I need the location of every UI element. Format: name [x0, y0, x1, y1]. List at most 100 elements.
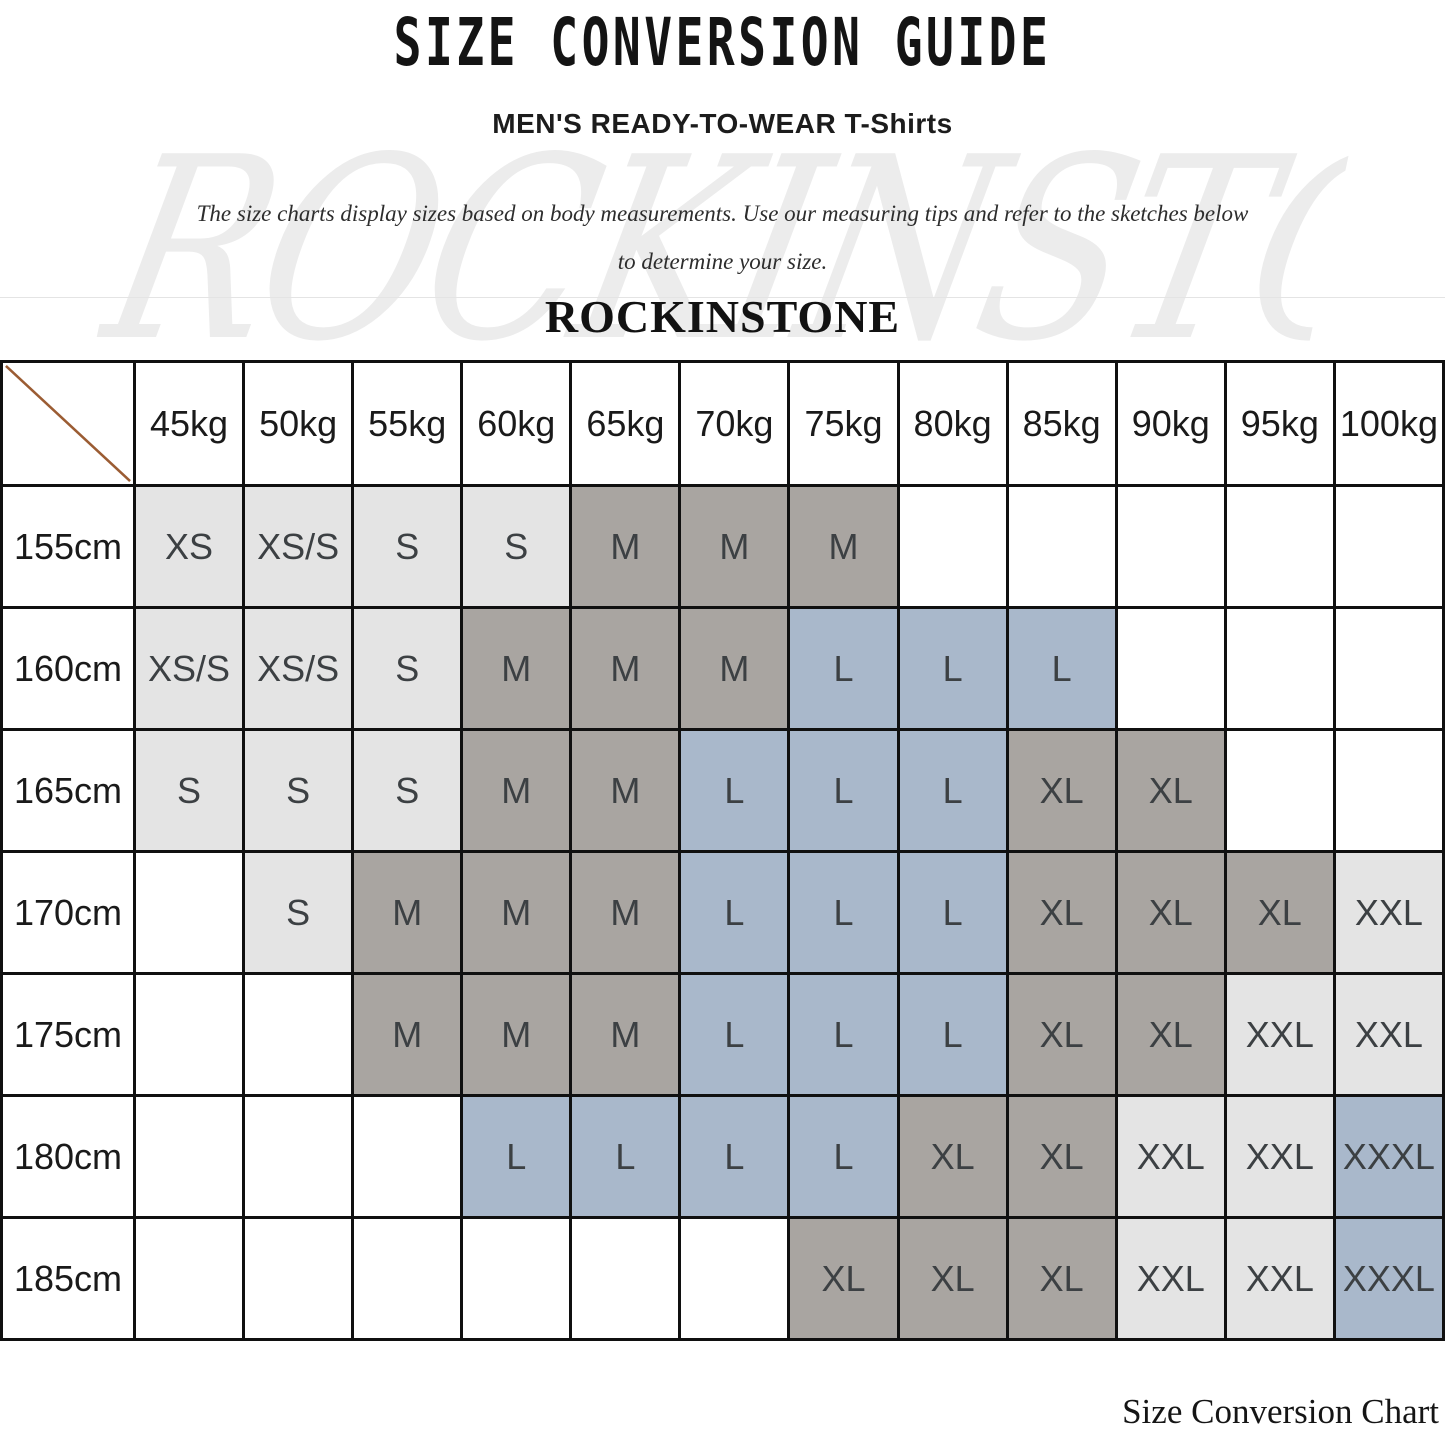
size-cell: XL — [1223, 850, 1336, 975]
size-cell: XXL — [1223, 1216, 1336, 1341]
size-cell: M — [460, 850, 573, 975]
size-cell: XL — [1005, 972, 1118, 1097]
height-header: 180cm — [0, 1094, 136, 1219]
size-cell: L — [1005, 606, 1118, 731]
size-cell: L — [678, 972, 791, 1097]
size-cell: L — [678, 850, 791, 975]
empty-cell — [1332, 484, 1445, 609]
table-row: 175cm M M M L L L XL XL XXL XXL — [0, 972, 1445, 1097]
corner-cell — [0, 360, 136, 487]
size-cell: M — [460, 728, 573, 853]
size-cell: M — [569, 728, 682, 853]
size-cell: S — [460, 484, 573, 609]
size-cell: XXL — [1114, 1094, 1227, 1219]
empty-cell — [896, 484, 1009, 609]
table-row: 180cm L L L L XL XL XXL XXL XXXL — [0, 1094, 1445, 1219]
size-cell: L — [678, 728, 791, 853]
size-cell: M — [351, 972, 464, 1097]
size-cell: XS/S — [242, 606, 355, 731]
weight-header: 70kg — [678, 360, 791, 487]
size-cell: S — [351, 728, 464, 853]
size-cell: XL — [1114, 728, 1227, 853]
size-cell: S — [242, 850, 355, 975]
size-cell: XL — [1005, 1216, 1118, 1341]
size-cell: XL — [1114, 850, 1227, 975]
empty-cell — [132, 972, 246, 1097]
size-cell: S — [351, 606, 464, 731]
weight-header: 50kg — [242, 360, 355, 487]
height-header: 170cm — [0, 850, 136, 975]
size-cell: S — [132, 728, 246, 853]
empty-cell — [351, 1216, 464, 1341]
size-cell: S — [351, 484, 464, 609]
size-cell: L — [569, 1094, 682, 1219]
size-cell: XXL — [1332, 972, 1445, 1097]
height-header: 155cm — [0, 484, 136, 609]
weight-header: 45kg — [132, 360, 246, 487]
table-row: 165cm S S S M M L L L XL XL — [0, 728, 1445, 853]
empty-cell — [132, 1216, 246, 1341]
empty-cell — [132, 1094, 246, 1219]
empty-cell — [1223, 728, 1336, 853]
decorative-rule — [0, 297, 1445, 298]
empty-cell — [569, 1216, 682, 1341]
size-cell: XS/S — [132, 606, 246, 731]
size-cell: M — [460, 606, 573, 731]
size-cell: L — [896, 850, 1009, 975]
weight-header: 90kg — [1114, 360, 1227, 487]
weight-header: 55kg — [351, 360, 464, 487]
weight-header: 95kg — [1223, 360, 1336, 487]
size-cell: L — [896, 606, 1009, 731]
size-cell: XXXL — [1332, 1094, 1445, 1219]
weight-header: 75kg — [787, 360, 900, 487]
size-cell: L — [787, 606, 900, 731]
size-cell: M — [569, 606, 682, 731]
empty-cell — [351, 1094, 464, 1219]
size-cell: XL — [1005, 728, 1118, 853]
table-row: 170cm S M M M L L L XL XL XL XXL — [0, 850, 1445, 975]
table-row: 160cm XS/S XS/S S M M M L L L — [0, 606, 1445, 731]
size-cell: L — [787, 850, 900, 975]
empty-cell — [1332, 728, 1445, 853]
table-row: 185cm XL XL XL XXL XXL XXXL — [0, 1216, 1445, 1341]
empty-cell — [1005, 484, 1118, 609]
size-cell: M — [569, 850, 682, 975]
size-cell: M — [351, 850, 464, 975]
size-cell: M — [678, 606, 791, 731]
size-cell: XL — [1005, 850, 1118, 975]
size-cell: L — [787, 972, 900, 1097]
size-cell: XL — [1005, 1094, 1118, 1219]
empty-cell — [1114, 606, 1227, 731]
empty-cell — [1332, 606, 1445, 731]
size-cell: XL — [896, 1216, 1009, 1341]
empty-cell — [1223, 606, 1336, 731]
weight-header: 60kg — [460, 360, 573, 487]
empty-cell — [242, 1094, 355, 1219]
size-cell: M — [678, 484, 791, 609]
size-cell: L — [787, 728, 900, 853]
diagonal-line — [5, 364, 131, 483]
empty-cell — [132, 850, 246, 975]
height-header: 160cm — [0, 606, 136, 731]
empty-cell — [242, 972, 355, 1097]
weight-header: 85kg — [1005, 360, 1118, 487]
height-header: 165cm — [0, 728, 136, 853]
size-cell: S — [242, 728, 355, 853]
size-cell: XXL — [1114, 1216, 1227, 1341]
size-cell: XXL — [1223, 1094, 1336, 1219]
size-cell: XL — [896, 1094, 1009, 1219]
size-conversion-table: 45kg 50kg 55kg 60kg 65kg 70kg 75kg 80kg 85kg 90kg… — [0, 360, 1445, 1341]
brand-name: ROCKINSTONE — [544, 291, 901, 342]
size-cell: XL — [1114, 972, 1227, 1097]
size-cell: L — [678, 1094, 791, 1219]
size-cell: XS — [132, 484, 246, 609]
empty-cell — [460, 1216, 573, 1341]
page-description: The size charts display sizes based on b… — [196, 201, 1249, 274]
size-cell: XL — [787, 1216, 900, 1341]
table-body: 155cm XS XS/S S S M M M 160cm XS/S XS/S S M M M L L L 165c… — [0, 484, 1445, 1341]
empty-cell — [1114, 484, 1227, 609]
size-cell: L — [460, 1094, 573, 1219]
size-cell: M — [569, 972, 682, 1097]
empty-cell — [678, 1216, 791, 1341]
page-title: SIZE CONVERSION GUIDE — [393, 4, 1052, 81]
